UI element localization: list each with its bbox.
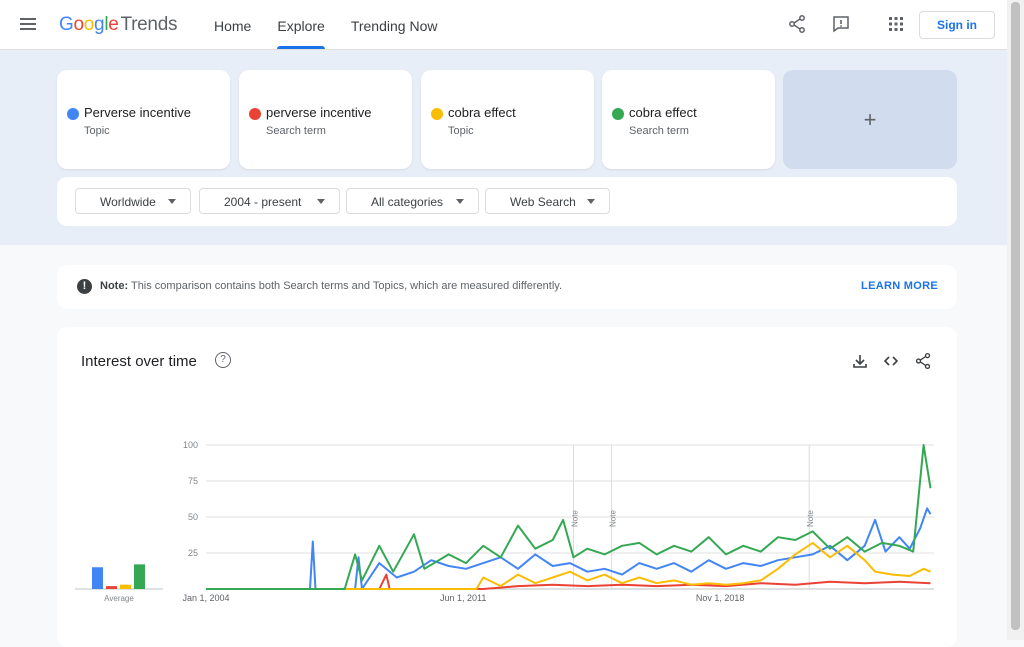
note-marker-label: Note [806, 510, 815, 527]
share-icon[interactable] [914, 352, 932, 370]
category-dropdown[interactable]: All categories [346, 188, 479, 214]
x-tick-label: Jun 1, 2011 [440, 593, 486, 603]
average-label: Average [104, 594, 134, 603]
note-text: Note: This comparison contains both Sear… [100, 280, 562, 292]
term-name: perverse incentive [266, 105, 372, 120]
scrollbar-thumb[interactable] [1011, 2, 1020, 630]
nav-explore[interactable]: Explore [277, 0, 326, 49]
chevron-down-icon [456, 199, 464, 204]
chevron-down-icon [168, 199, 176, 204]
y-tick-label: 75 [188, 476, 198, 486]
filter-bar: Worldwide 2004 - present All categories … [57, 177, 957, 226]
note-message: This comparison contains both Search ter… [130, 280, 563, 292]
term-color-dot [431, 108, 443, 120]
sign-in-button[interactable]: Sign in [919, 11, 995, 39]
term-color-dot [67, 108, 79, 120]
search-type-dropdown[interactable]: Web Search [485, 188, 610, 214]
learn-more-link[interactable]: LEARN MORE [861, 280, 938, 292]
region-value: Worldwide [100, 195, 156, 209]
interest-over-time-card: Interest over time ? 100 75 50 25 Jan 1, 200… [57, 327, 957, 647]
warning-icon: ! [77, 279, 92, 294]
term-type: Topic [448, 125, 474, 137]
chevron-down-icon [587, 199, 595, 204]
nav-trending-now[interactable]: Trending Now [350, 18, 438, 34]
time-range-value: 2004 - present [224, 195, 302, 209]
term-type: Topic [84, 125, 110, 137]
average-bar [134, 564, 145, 589]
x-tick-label: Nov 1, 2018 [696, 593, 745, 603]
comparison-note: ! Note: This comparison contains both Se… [57, 265, 957, 309]
nav-home[interactable]: Home [214, 18, 252, 34]
term-color-dot [249, 108, 261, 120]
page-scrollbar[interactable] [1007, 0, 1024, 640]
embed-icon[interactable] [882, 352, 900, 370]
y-tick-label: 50 [188, 512, 198, 522]
average-bar [106, 586, 117, 589]
y-tick-label: 25 [188, 548, 198, 558]
term-name: cobra effect [448, 105, 516, 120]
logo-trends-text: Trends [120, 14, 178, 35]
term-card-4[interactable]: cobra effect Search term [602, 70, 775, 169]
chevron-down-icon [317, 199, 325, 204]
search-type-value: Web Search [510, 195, 576, 209]
share-icon[interactable] [787, 14, 807, 34]
average-bar [92, 567, 103, 589]
google-trends-logo[interactable]: Google Trends [59, 14, 178, 35]
feedback-icon[interactable] [831, 14, 851, 34]
add-comparison-button[interactable]: + [783, 70, 957, 169]
note-marker-label: Note [570, 510, 579, 527]
term-color-dot [612, 108, 624, 120]
series-line-3 [206, 541, 931, 590]
top-app-bar: Google Trends Home Explore Trending Now S… [0, 0, 1007, 50]
term-type: Search term [266, 125, 326, 137]
average-bar [120, 584, 131, 589]
help-icon[interactable]: ? [215, 352, 231, 368]
download-icon[interactable] [851, 352, 869, 370]
region-dropdown[interactable]: Worldwide [75, 188, 191, 214]
note-label: Note: [100, 280, 129, 292]
note-marker-label: Note [609, 510, 618, 527]
hamburger-menu-icon[interactable] [20, 18, 36, 30]
x-tick-label: Jan 1, 2004 [182, 593, 229, 603]
main-nav: Home Explore Trending Now [214, 0, 463, 49]
y-tick-label: 100 [183, 440, 198, 450]
apps-grid-icon[interactable] [886, 14, 906, 34]
series-line-2 [206, 573, 931, 590]
time-range-dropdown[interactable]: 2004 - present [199, 188, 340, 214]
series-line-1 [206, 507, 932, 590]
term-card-3[interactable]: cobra effect Topic [421, 70, 594, 169]
term-card-2[interactable]: perverse incentive Search term [239, 70, 412, 169]
term-card-1[interactable]: Perverse incentive Topic [57, 70, 230, 169]
term-name: cobra effect [629, 105, 697, 120]
series-line-4 [206, 444, 932, 590]
chart-title: Interest over time [81, 353, 197, 370]
category-value: All categories [371, 195, 444, 209]
term-type: Search term [629, 125, 689, 137]
interest-line-chart: 100 75 50 25 Jan 1, 2004 Jun 1, 2011 Nov 1, 20… [75, 440, 934, 603]
term-name: Perverse incentive [84, 105, 191, 120]
